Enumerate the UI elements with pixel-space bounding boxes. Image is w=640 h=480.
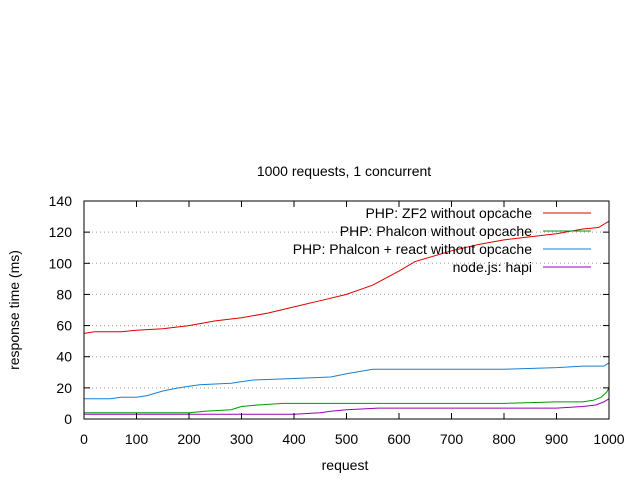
x-tick-label: 700 (440, 431, 464, 447)
legend-label-4: node.js: hapi (453, 259, 532, 275)
y-tick-label: 120 (49, 224, 73, 240)
series-line-3 (84, 362, 610, 400)
x-tick-label: 200 (177, 431, 201, 447)
y-tick-label: 0 (64, 411, 72, 427)
y-tick-label: 40 (56, 349, 72, 365)
legend: PHP: ZF2 without opcache PHP: Phalcon wit… (293, 205, 591, 275)
y-tick-label: 60 (56, 318, 72, 334)
chart-title: 1000 requests, 1 concurrent (257, 163, 431, 179)
x-tick-label: 500 (335, 431, 359, 447)
series-line-4 (84, 398, 610, 415)
x-axis-label: request (322, 457, 369, 473)
x-tick-label: 300 (230, 431, 254, 447)
y-tick-label: 140 (49, 193, 73, 209)
y-axis-label: response time (ms) (6, 250, 22, 370)
y-tick-label: 80 (56, 286, 72, 302)
series-line-1 (83, 220, 610, 334)
x-tick-label: 1000 (593, 431, 624, 447)
series-line-2 (84, 387, 610, 414)
x-tick-label: 100 (125, 431, 149, 447)
x-tick-label: 600 (387, 431, 411, 447)
x-tick-label: 0 (80, 431, 88, 447)
legend-label-3: PHP: Phalcon + react without opcache (293, 241, 533, 257)
x-tick-label: 800 (492, 431, 516, 447)
y-tick-label: 20 (56, 380, 72, 396)
x-tick-label: 400 (282, 431, 306, 447)
x-tick-label: 900 (545, 431, 569, 447)
legend-label-2: PHP: Phalcon without opcache (340, 223, 532, 239)
legend-label-1: PHP: ZF2 without opcache (365, 205, 532, 221)
axes: 0 20 40 60 80 100 120 140 0 100 200 300 400 500 600 700… (49, 193, 625, 447)
series-layer (83, 220, 610, 415)
plot-border (83, 200, 610, 420)
y-tick-label: 100 (49, 255, 73, 271)
